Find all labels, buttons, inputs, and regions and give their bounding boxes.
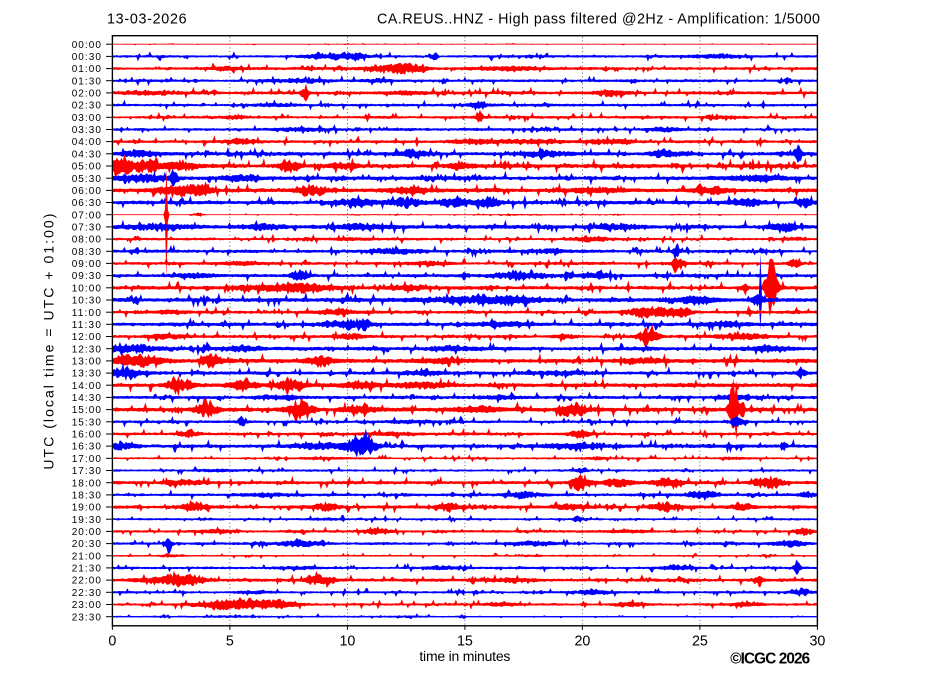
- svg-text:13:00: 13:00: [72, 357, 102, 368]
- svg-text:12:00: 12:00: [72, 332, 102, 343]
- svg-text:15: 15: [457, 633, 473, 649]
- svg-text:10:30: 10:30: [72, 296, 102, 307]
- svg-text:14:30: 14:30: [72, 393, 102, 404]
- svg-text:18:00: 18:00: [72, 478, 102, 489]
- svg-text:16:30: 16:30: [72, 442, 102, 453]
- svg-text:19:00: 19:00: [72, 503, 102, 514]
- svg-text:23:00: 23:00: [72, 600, 102, 611]
- svg-text:22:30: 22:30: [72, 588, 102, 599]
- svg-text:CA.REUS..HNZ - High pass filte: CA.REUS..HNZ - High pass filtered @2Hz -…: [377, 11, 820, 27]
- svg-text:09:00: 09:00: [72, 259, 102, 270]
- svg-text:04:30: 04:30: [72, 149, 102, 160]
- svg-text:21:30: 21:30: [72, 564, 102, 575]
- svg-text:07:30: 07:30: [72, 223, 102, 234]
- svg-text:07:00: 07:00: [72, 210, 102, 221]
- svg-text:10:00: 10:00: [72, 283, 102, 294]
- svg-text:10: 10: [339, 633, 355, 649]
- svg-text:00:00: 00:00: [72, 40, 102, 51]
- svg-text:17:30: 17:30: [72, 466, 102, 477]
- svg-text:13-03-2026: 13-03-2026: [107, 11, 187, 27]
- svg-text:03:30: 03:30: [72, 125, 102, 136]
- svg-text:18:30: 18:30: [72, 491, 102, 502]
- svg-text:UTC (local time = UTC + 01:00): UTC (local time = UTC + 01:00): [41, 214, 57, 470]
- svg-text:25: 25: [692, 633, 708, 649]
- svg-text:06:30: 06:30: [72, 198, 102, 209]
- svg-text:5: 5: [226, 633, 234, 649]
- svg-text:14:00: 14:00: [72, 381, 102, 392]
- svg-text:19:30: 19:30: [72, 515, 102, 526]
- svg-text:06:00: 06:00: [72, 186, 102, 197]
- svg-text:11:30: 11:30: [72, 320, 102, 331]
- svg-text:13:30: 13:30: [72, 369, 102, 380]
- svg-text:08:00: 08:00: [72, 235, 102, 246]
- svg-text:00:30: 00:30: [72, 52, 102, 63]
- svg-text:01:30: 01:30: [72, 76, 102, 87]
- svg-text:0: 0: [108, 633, 116, 649]
- svg-text:11:00: 11:00: [72, 308, 102, 319]
- svg-text:time in minutes: time in minutes: [419, 648, 510, 664]
- svg-text:15:00: 15:00: [72, 405, 102, 416]
- svg-text:22:00: 22:00: [72, 576, 102, 587]
- svg-text:05:00: 05:00: [72, 162, 102, 173]
- svg-text:02:30: 02:30: [72, 101, 102, 112]
- svg-text:08:30: 08:30: [72, 247, 102, 258]
- svg-text:23:30: 23:30: [72, 612, 102, 623]
- svg-text:21:00: 21:00: [72, 551, 102, 562]
- svg-text:12:30: 12:30: [72, 344, 102, 355]
- svg-text:©ICGC 2026: ©ICGC 2026: [730, 650, 810, 667]
- svg-text:03:00: 03:00: [72, 113, 102, 124]
- svg-text:17:00: 17:00: [72, 454, 102, 465]
- svg-text:20:00: 20:00: [72, 527, 102, 538]
- svg-text:20:30: 20:30: [72, 539, 102, 550]
- svg-text:05:30: 05:30: [72, 174, 102, 185]
- svg-text:30: 30: [809, 633, 825, 649]
- svg-text:09:30: 09:30: [72, 271, 102, 282]
- svg-text:02:00: 02:00: [72, 89, 102, 100]
- svg-text:20: 20: [574, 633, 590, 649]
- svg-text:04:00: 04:00: [72, 137, 102, 148]
- svg-text:16:00: 16:00: [72, 430, 102, 441]
- svg-text:15:30: 15:30: [72, 417, 102, 428]
- svg-text:01:00: 01:00: [72, 64, 102, 75]
